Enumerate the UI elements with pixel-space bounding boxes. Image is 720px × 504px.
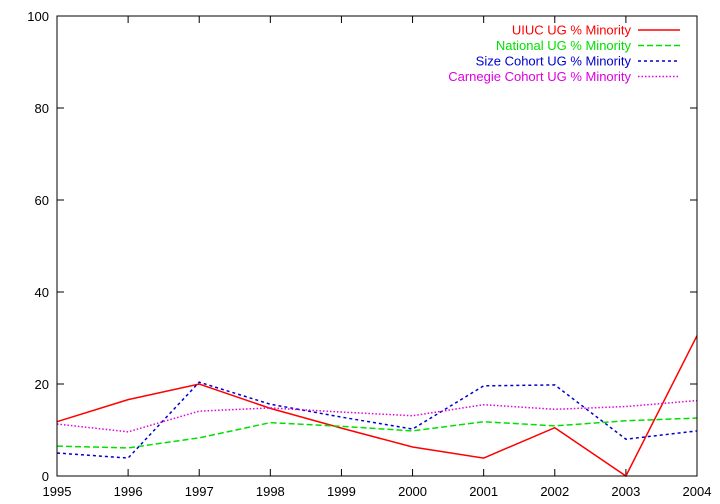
legend-label-2: Size Cohort UG % Minority [476, 54, 632, 69]
y-tick-label: 100 [27, 9, 49, 24]
series-line-3 [56, 399, 698, 433]
x-tick-label: 1997 [185, 484, 214, 499]
x-tick-label: 2002 [540, 484, 569, 499]
x-tick-label: 2003 [611, 484, 640, 499]
x-tick-label: 1995 [43, 484, 72, 499]
x-tick-label: 1996 [114, 484, 143, 499]
x-tick-label: 1999 [327, 484, 356, 499]
plot-frame [56, 15, 698, 477]
x-tick-label: 1998 [256, 484, 285, 499]
axis-ticks: 0 20 40 60 80 100 1995 1996 1997 1998 1999 2000 2001… [27, 9, 711, 499]
series-lines [56, 335, 698, 478]
y-tick-label: 80 [35, 101, 49, 116]
y-tick-label: 20 [35, 377, 49, 392]
y-tick-label: 60 [35, 193, 49, 208]
legend-label-1: National UG % Minority [496, 38, 632, 53]
legend-label-3: Carnegie Cohort UG % Minority [448, 69, 631, 84]
x-tick-label: 2000 [398, 484, 427, 499]
y-tick-label: 40 [35, 285, 49, 300]
series-line-0 [56, 335, 698, 478]
y-tick-label: 0 [42, 469, 49, 484]
legend-label-0: UIUC UG % Minority [512, 23, 632, 38]
x-tick-label: 2004 [683, 484, 712, 499]
series-line-1 [56, 417, 698, 449]
x-tick-label: 2001 [469, 484, 498, 499]
